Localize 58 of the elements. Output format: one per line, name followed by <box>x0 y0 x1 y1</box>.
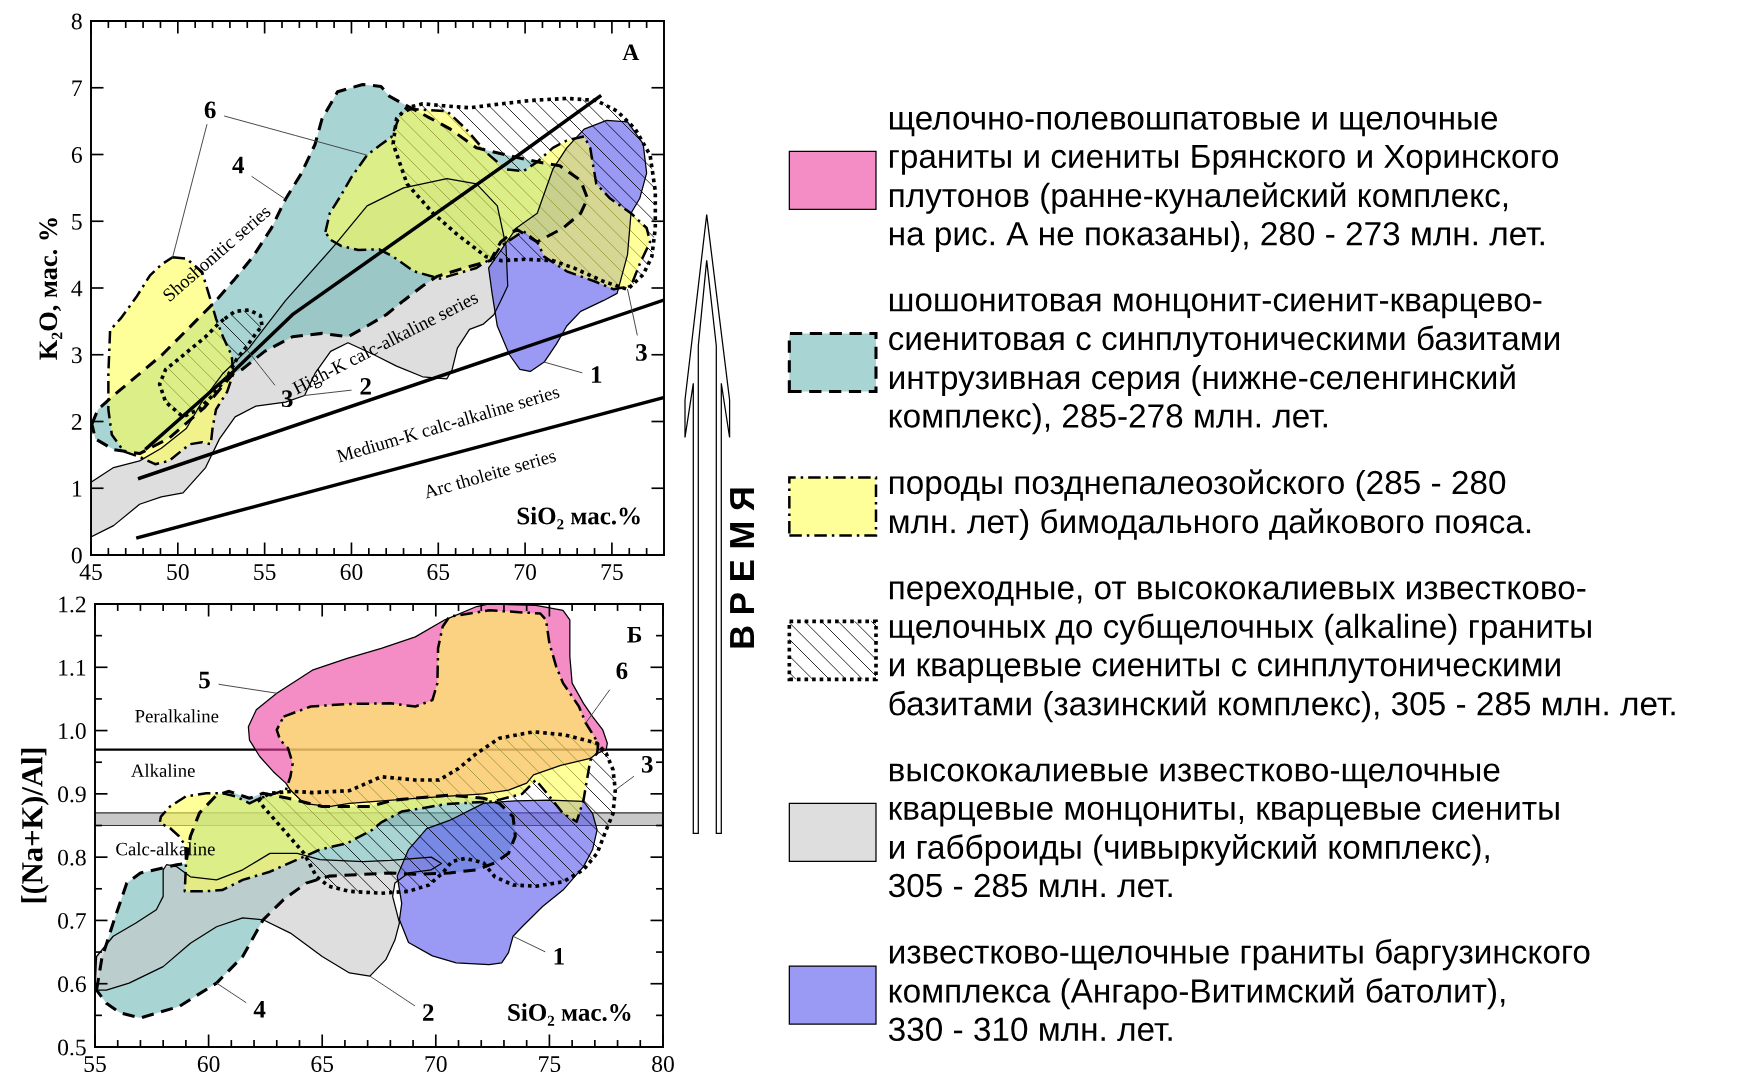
y-tick-label: 0 <box>71 547 82 564</box>
annotation: Alkaline <box>131 763 195 778</box>
x-axis-title: SiO₂ мас.% <box>517 506 640 530</box>
y-tick-label: 3 <box>71 347 82 364</box>
annotation: 1 <box>592 366 602 383</box>
y-tick-label: 0.8 <box>58 849 86 866</box>
legend-label: шошонитовая монцонит-сиенит-кварцево- сиенитовая с синплутоническими базитами интрузивная серия (нижне-селенгинский комплекс), 285-278 млн. лет. <box>889 293 1560 435</box>
x-tick-label: 70 <box>514 564 536 580</box>
annotation: 2 <box>423 1004 434 1021</box>
x-tick-label: 65 <box>427 564 450 580</box>
x-tick-label: 65 <box>311 1056 334 1072</box>
text: В Р Е М Я <box>730 488 754 648</box>
y-tick-label: 1.0 <box>59 723 86 740</box>
annotation: 3 <box>636 344 647 361</box>
x-tick-label: 45 <box>79 564 102 580</box>
annotation: Calc-alkaline <box>116 842 215 856</box>
y-tick-label: 1 <box>72 480 82 497</box>
x-tick-label: 50 <box>167 564 189 580</box>
y-tick-label: 2 <box>71 414 82 430</box>
annotation: 6 <box>204 101 216 119</box>
x-tick-label: 75 <box>539 1056 561 1072</box>
annotation: 4 <box>253 1001 266 1018</box>
y-tick-label: 8 <box>71 13 82 30</box>
legend-label: известково-щелочные граниты баргузинского комплекса (Ангаро-Витимский батолит), 330 - 310 млн. лет. <box>888 938 1590 1042</box>
x-tick-label: 75 <box>601 564 623 580</box>
annotation: Peralkaline <box>135 709 219 723</box>
x-tick-label: 55 <box>254 564 276 580</box>
x-tick-label: 55 <box>84 1056 106 1072</box>
annotation: 6 <box>616 662 628 680</box>
y-tick-label: 0.9 <box>58 786 86 803</box>
annotation: 3 <box>641 755 653 773</box>
annotation: 2 <box>360 377 371 395</box>
y-tick-label: 1.1 <box>59 659 86 676</box>
legend-label: щелочно-полевошпатовые и щелочные граниты и сиениты Брянского и Хоринского плутонов (ранне-куналейский комплекс, на рис. А не показаны), 280 - 273 млн. лет. <box>889 111 1559 253</box>
annotation: 1 <box>554 947 564 965</box>
annotation: 5 <box>199 671 210 689</box>
y-axis-title: K₂O, мас. % <box>39 218 63 360</box>
legend-label: переходные, от высококалиевых известково- щелочных до субщелочных (alkaline) граниты и кварцевые сиениты с синплутоническими базитами (зазинский комплекс), 305 - 285 млн. лет. <box>889 581 1675 723</box>
y-tick-label: 7 <box>72 80 82 96</box>
x-tick-label: 60 <box>197 1056 220 1072</box>
y-axis-title: [(Na+K)/Al] <box>21 748 49 903</box>
legend-label: породы позднепалеозойского (285 - 280 млн. лет) бимодального дайкового пояса. <box>889 469 1531 540</box>
x-tick-label: 80 <box>652 1056 674 1072</box>
x-tick-label: 60 <box>340 564 363 580</box>
y-tick-label: 1.2 <box>59 596 86 613</box>
x-tick-label: 70 <box>425 1056 447 1072</box>
annotation: 4 <box>232 156 245 174</box>
y-tick-label: 0.5 <box>58 1039 86 1056</box>
annotation: Arc tholeite series <box>422 448 557 499</box>
y-tick-label: 4 <box>71 280 83 297</box>
y-tick-label: 6 <box>71 147 82 163</box>
y-tick-label: 0.6 <box>58 976 86 993</box>
y-tick-label: 5 <box>72 213 82 230</box>
x-axis-title: SiO₂ мас.% <box>508 1003 631 1026</box>
y-tick-label: 0.7 <box>58 912 86 929</box>
annotation: Б <box>627 627 642 643</box>
annotation: А <box>622 44 640 61</box>
legend-label: высококалиевые известково-щелочные кварцевые монцониты, кварцевые сиениты и габброиды (чивыркуйский комплекс), 305 - 285 млн. лет. <box>888 763 1559 898</box>
